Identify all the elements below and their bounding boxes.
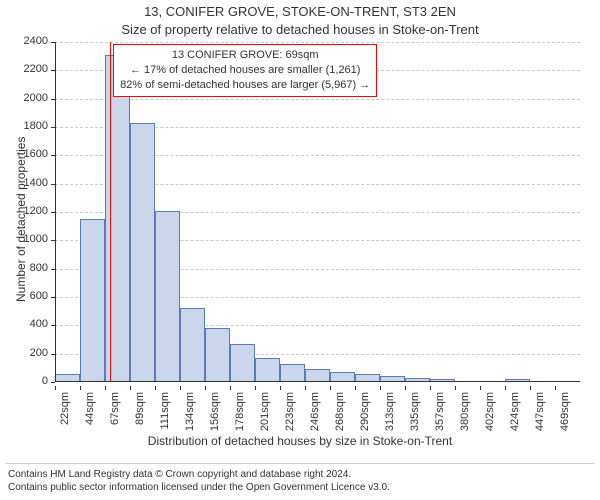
x-tick-mark [455, 386, 456, 390]
x-tick-mark [355, 386, 356, 390]
histogram-bar [180, 308, 205, 382]
y-tick-label: 400 [30, 318, 55, 330]
x-tick-label: 22sqm [59, 392, 71, 425]
plot-area: 0200400600800100012001400160018002000220… [55, 42, 580, 382]
histogram-bar [205, 328, 230, 382]
page-subtitle: Size of property relative to detached ho… [0, 22, 600, 37]
x-tick-label: 246sqm [309, 392, 321, 431]
annotation-line-2: ← 17% of detached houses are smaller (1,… [120, 63, 370, 78]
x-axis-label: Distribution of detached houses by size … [0, 434, 600, 448]
histogram-bar [155, 211, 180, 382]
x-tick-label: 44sqm [84, 392, 96, 425]
y-tick-label: 2400 [24, 35, 55, 47]
x-tick-label: 67sqm [109, 392, 121, 425]
annotation-line-1: 13 CONIFER GROVE: 69sqm [120, 48, 370, 63]
y-axis-line [55, 42, 56, 382]
footer: Contains HM Land Registry data © Crown c… [0, 463, 600, 500]
y-tick-label: 1000 [24, 233, 55, 245]
y-tick-label: 1400 [24, 177, 55, 189]
y-tick-label: 1800 [24, 120, 55, 132]
x-tick-mark [430, 386, 431, 390]
x-tick-mark [380, 386, 381, 390]
footer-separator [6, 463, 594, 464]
y-tick-label: 1600 [24, 148, 55, 160]
x-tick-label: 268sqm [334, 392, 346, 431]
y-tick-label: 0 [42, 375, 55, 387]
footer-line-1: Contains HM Land Registry data © Crown c… [8, 468, 592, 481]
x-tick-mark [205, 386, 206, 390]
x-tick-label: 223sqm [284, 392, 296, 431]
x-tick-mark [505, 386, 506, 390]
x-tick-mark [405, 386, 406, 390]
x-tick-label: 313sqm [384, 392, 396, 431]
x-tick-label: 424sqm [509, 392, 521, 431]
x-tick-mark [255, 386, 256, 390]
histogram-bar [280, 364, 305, 382]
x-tick-label: 89sqm [134, 392, 146, 425]
x-tick-mark [230, 386, 231, 390]
x-tick-mark [555, 386, 556, 390]
histogram-bar [130, 123, 155, 382]
x-axis-line [55, 381, 580, 382]
x-tick-mark [330, 386, 331, 390]
histogram-bar [305, 369, 330, 382]
y-tick-label: 2000 [24, 92, 55, 104]
histogram-bar [105, 55, 130, 382]
x-tick-mark [130, 386, 131, 390]
x-tick-label: 402sqm [484, 392, 496, 431]
x-tick-label: 290sqm [359, 392, 371, 431]
x-tick-label: 134sqm [184, 392, 196, 431]
x-tick-mark [55, 386, 56, 390]
x-tick-mark [180, 386, 181, 390]
x-tick-mark [530, 386, 531, 390]
x-tick-mark [80, 386, 81, 390]
x-tick-label: 201sqm [259, 392, 271, 431]
histogram-bar [255, 358, 280, 382]
x-tick-label: 380sqm [459, 392, 471, 431]
x-tick-mark [305, 386, 306, 390]
y-tick-label: 600 [30, 290, 55, 302]
page-title: 13, CONIFER GROVE, STOKE-ON-TRENT, ST3 2… [0, 4, 600, 19]
x-tick-mark [480, 386, 481, 390]
chart-container: 13, CONIFER GROVE, STOKE-ON-TRENT, ST3 2… [0, 0, 600, 500]
histogram-bar [80, 219, 105, 382]
x-tick-label: 357sqm [434, 392, 446, 431]
x-tick-label: 447sqm [534, 392, 546, 431]
annotation-line-3: 82% of semi-detached houses are larger (… [120, 78, 370, 93]
reference-marker-line [110, 42, 111, 382]
y-axis-label: Number of detached properties [14, 137, 28, 302]
footer-line-2: Contains public sector information licen… [8, 481, 592, 494]
x-tick-label: 156sqm [209, 392, 221, 431]
x-tick-label: 111sqm [159, 392, 171, 430]
x-tick-mark [280, 386, 281, 390]
x-tick-mark [155, 386, 156, 390]
y-tick-label: 2200 [24, 63, 55, 75]
histogram-bar [230, 344, 255, 382]
annotation-box: 13 CONIFER GROVE: 69sqm ← 17% of detache… [113, 44, 377, 97]
y-tick-label: 200 [30, 347, 55, 359]
x-tick-mark [105, 386, 106, 390]
y-tick-label: 800 [30, 262, 55, 274]
x-tick-label: 335sqm [409, 392, 421, 431]
y-tick-label: 1200 [24, 205, 55, 217]
x-tick-label: 178sqm [234, 392, 246, 431]
x-tick-label: 469sqm [559, 392, 571, 431]
